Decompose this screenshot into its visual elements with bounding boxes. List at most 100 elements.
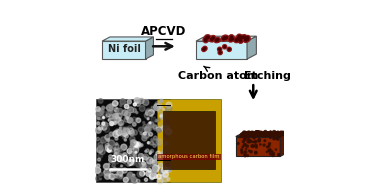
Circle shape: [164, 141, 169, 146]
Circle shape: [268, 149, 271, 152]
Circle shape: [256, 146, 257, 148]
Circle shape: [276, 132, 277, 133]
Circle shape: [268, 143, 271, 145]
Circle shape: [119, 122, 122, 125]
Circle shape: [240, 135, 242, 137]
Circle shape: [133, 122, 136, 126]
Circle shape: [245, 135, 248, 138]
Circle shape: [282, 131, 284, 133]
Circle shape: [246, 145, 248, 147]
Circle shape: [139, 154, 143, 158]
Circle shape: [108, 155, 113, 159]
Circle shape: [164, 142, 168, 145]
Circle shape: [237, 34, 242, 39]
Circle shape: [122, 154, 125, 156]
Circle shape: [145, 127, 150, 132]
Circle shape: [111, 123, 113, 125]
Circle shape: [112, 164, 115, 167]
Circle shape: [95, 176, 100, 181]
Circle shape: [164, 132, 170, 138]
Circle shape: [275, 133, 278, 136]
Circle shape: [214, 38, 219, 43]
Circle shape: [119, 175, 123, 178]
Circle shape: [252, 141, 254, 143]
Circle shape: [266, 146, 268, 148]
Circle shape: [165, 108, 167, 111]
Circle shape: [110, 132, 114, 136]
Circle shape: [127, 172, 133, 177]
Circle shape: [249, 139, 250, 140]
Circle shape: [268, 133, 270, 136]
Circle shape: [163, 108, 164, 110]
Circle shape: [252, 134, 254, 137]
Circle shape: [166, 162, 170, 166]
Circle shape: [101, 109, 104, 113]
Circle shape: [161, 174, 163, 176]
Circle shape: [246, 135, 249, 138]
Circle shape: [275, 132, 277, 134]
Circle shape: [143, 132, 146, 135]
Circle shape: [121, 132, 124, 135]
Circle shape: [121, 144, 127, 150]
Circle shape: [98, 117, 100, 120]
Circle shape: [248, 141, 250, 143]
Circle shape: [206, 36, 208, 39]
Circle shape: [203, 46, 207, 50]
Circle shape: [134, 155, 136, 157]
Circle shape: [129, 164, 131, 166]
Circle shape: [127, 164, 129, 167]
Circle shape: [147, 172, 152, 177]
Circle shape: [240, 135, 242, 137]
Circle shape: [98, 146, 102, 151]
Circle shape: [139, 106, 145, 111]
Circle shape: [165, 163, 169, 167]
Circle shape: [268, 133, 270, 134]
Circle shape: [128, 128, 130, 131]
Circle shape: [106, 113, 110, 117]
Circle shape: [117, 170, 123, 176]
Circle shape: [132, 177, 137, 183]
Circle shape: [124, 159, 130, 165]
Circle shape: [269, 133, 272, 136]
Circle shape: [278, 132, 281, 136]
Circle shape: [146, 112, 149, 115]
Circle shape: [133, 146, 139, 152]
Circle shape: [248, 132, 251, 135]
Circle shape: [279, 134, 282, 136]
Polygon shape: [236, 136, 280, 156]
Circle shape: [258, 140, 260, 142]
Circle shape: [102, 122, 108, 128]
Circle shape: [101, 140, 104, 143]
Polygon shape: [102, 37, 153, 41]
Circle shape: [110, 166, 115, 171]
Circle shape: [97, 122, 100, 125]
Circle shape: [228, 48, 230, 50]
Circle shape: [227, 47, 231, 51]
Circle shape: [153, 174, 158, 178]
Circle shape: [122, 132, 127, 136]
Circle shape: [112, 118, 114, 120]
Circle shape: [270, 153, 271, 155]
Circle shape: [150, 159, 153, 163]
Circle shape: [244, 135, 246, 136]
Circle shape: [154, 154, 160, 160]
Circle shape: [263, 132, 266, 135]
Circle shape: [266, 132, 269, 135]
Circle shape: [245, 132, 248, 135]
Circle shape: [118, 129, 124, 136]
Circle shape: [260, 144, 261, 145]
Circle shape: [135, 143, 139, 148]
Circle shape: [273, 134, 274, 136]
Circle shape: [278, 154, 279, 155]
Circle shape: [157, 178, 163, 184]
Circle shape: [96, 107, 100, 112]
Circle shape: [267, 132, 269, 135]
Circle shape: [242, 146, 243, 148]
Circle shape: [255, 144, 257, 147]
Circle shape: [273, 131, 276, 134]
Circle shape: [166, 163, 169, 167]
Circle shape: [241, 133, 244, 136]
Circle shape: [113, 167, 117, 171]
Circle shape: [246, 38, 249, 40]
Circle shape: [150, 141, 153, 145]
